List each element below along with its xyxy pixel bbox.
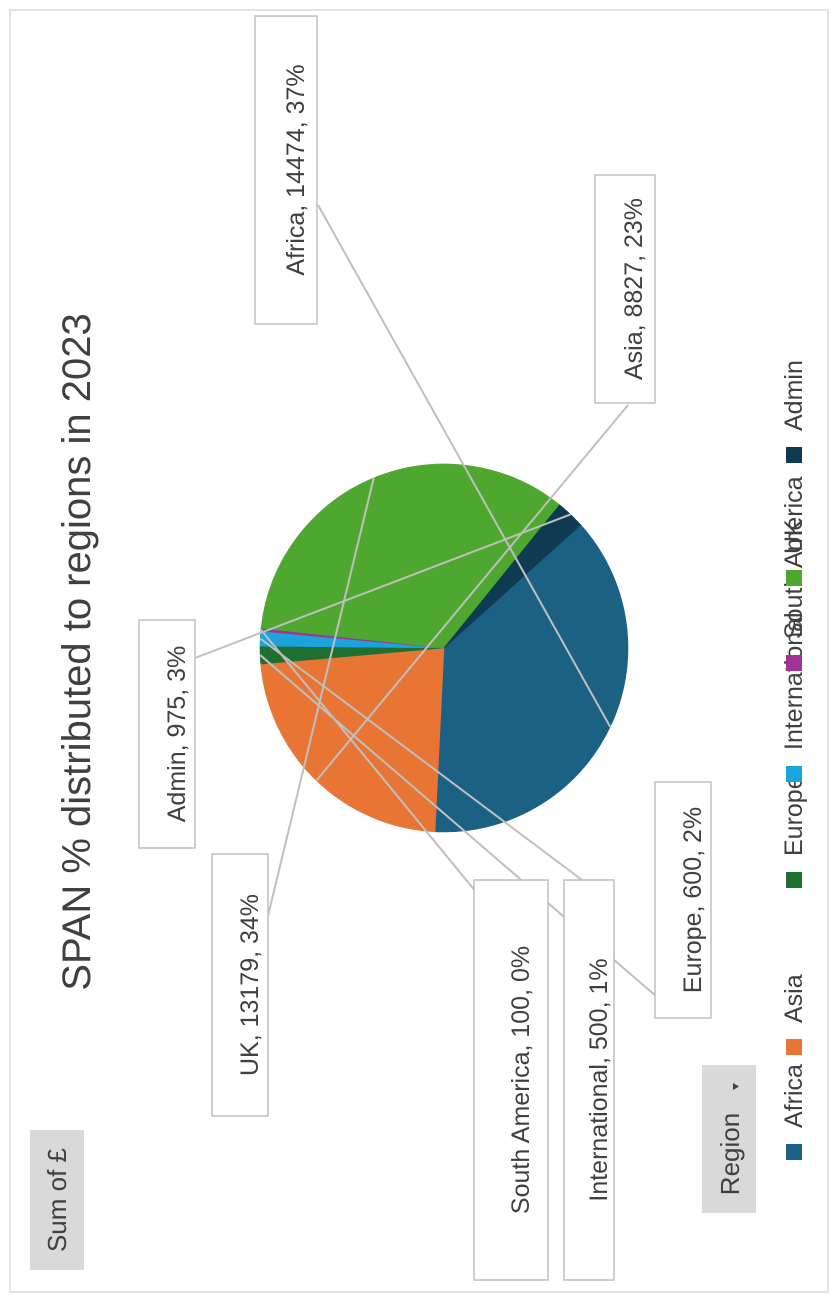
triangle-down-icon[interactable]: [733, 1083, 739, 1090]
data-label-box-south-america: [473, 879, 549, 1281]
legend-swatch-africa: [786, 1144, 802, 1160]
data-label-admin: Admin, 975, 3%: [163, 646, 191, 823]
data-label-europe: Europe, 600, 2%: [679, 807, 707, 993]
data-label-south-america: South America, 100, 0%: [507, 946, 535, 1214]
data-label-box-international: [563, 879, 615, 1281]
data-label-uk: UK, 13179, 34%: [236, 894, 264, 1076]
legend-label-europe: Europe: [780, 775, 808, 856]
data-label-box-asia: [594, 174, 656, 404]
leader-line-uk: [266, 477, 375, 921]
legend-label-international: International: [780, 612, 808, 750]
data-label-box-admin: [138, 619, 196, 849]
data-label-box-europe: [654, 781, 712, 1019]
legend-swatch-south-america: [786, 655, 802, 671]
legend-swatch-uk: [786, 570, 802, 586]
data-labels: Africa, 14474, 37% Asia, 8827, 23% Europe,…: [138, 15, 712, 1281]
legend-label-south-america: South America: [780, 476, 808, 639]
legend-label-africa: Africa: [780, 1064, 808, 1128]
leader-lines: [194, 204, 657, 997]
value-field-button[interactable]: Sum of £: [30, 1130, 84, 1270]
legend-swatch-asia: [786, 1039, 802, 1055]
legend-label-admin: Admin: [780, 360, 808, 431]
data-label-box-africa: [254, 15, 318, 325]
data-label-international: International, 500, 1%: [585, 958, 613, 1201]
legend-label-asia: Asia: [780, 974, 808, 1023]
row-field-label: Region: [715, 1113, 745, 1195]
data-label-asia: Asia, 8827, 23%: [620, 198, 648, 380]
chart-title: SPAN % distributed to regions in 2023: [55, 313, 99, 990]
legend-swatch-admin: [786, 447, 802, 463]
legend-swatch-europe: [786, 872, 802, 888]
row-field-button[interactable]: Region: [702, 1065, 756, 1213]
leader-line-africa: [317, 204, 612, 728]
legend-swatch-international: [786, 766, 802, 782]
leader-line-international: [259, 637, 583, 881]
leader-line-asia: [315, 404, 629, 782]
data-label-box-uk: [211, 853, 269, 1117]
legend-label-uk: UK: [780, 519, 808, 554]
data-label-africa: Africa, 14474, 37%: [282, 64, 310, 275]
leader-line-admin: [194, 513, 571, 659]
value-field-label: Sum of £: [42, 1147, 72, 1252]
